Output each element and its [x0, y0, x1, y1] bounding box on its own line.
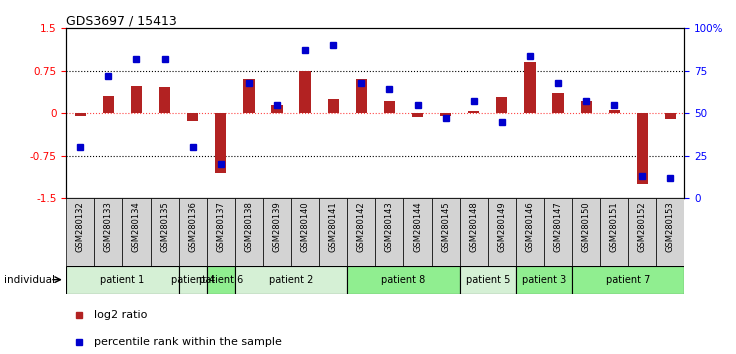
Text: GSM280144: GSM280144: [413, 202, 422, 252]
Text: GSM280141: GSM280141: [329, 202, 338, 252]
Text: patient 2: patient 2: [269, 275, 314, 285]
Bar: [460, 198, 488, 266]
Bar: [272, 105, 283, 113]
Bar: [187, 113, 198, 121]
Bar: [263, 198, 291, 266]
Text: patient 6: patient 6: [199, 275, 243, 285]
Text: GSM280132: GSM280132: [76, 202, 85, 252]
Text: patient 4: patient 4: [171, 275, 215, 285]
Text: GSM280152: GSM280152: [638, 202, 647, 252]
Text: patient 8: patient 8: [381, 275, 425, 285]
Bar: [637, 113, 648, 184]
Text: patient 1: patient 1: [100, 275, 144, 285]
Bar: [516, 198, 544, 266]
Bar: [179, 198, 207, 266]
Bar: [553, 93, 564, 113]
Bar: [524, 62, 536, 113]
Bar: [94, 198, 122, 266]
Text: GSM280143: GSM280143: [385, 202, 394, 252]
Bar: [244, 79, 255, 113]
Bar: [488, 198, 516, 266]
Bar: [131, 86, 142, 113]
Text: patient 5: patient 5: [466, 275, 510, 285]
Bar: [179, 266, 207, 294]
Text: patient 3: patient 3: [522, 275, 566, 285]
Bar: [328, 99, 339, 113]
Bar: [215, 113, 227, 173]
Bar: [657, 198, 684, 266]
Text: percentile rank within the sample: percentile rank within the sample: [94, 337, 282, 347]
Text: GSM280137: GSM280137: [216, 202, 225, 252]
Bar: [572, 198, 600, 266]
Bar: [440, 113, 451, 115]
Bar: [291, 198, 319, 266]
Bar: [235, 266, 347, 294]
Bar: [375, 198, 403, 266]
Bar: [383, 101, 395, 113]
Text: patient 7: patient 7: [606, 275, 651, 285]
Bar: [103, 96, 114, 113]
Text: GSM280153: GSM280153: [666, 202, 675, 252]
Bar: [235, 198, 263, 266]
Text: GSM280145: GSM280145: [441, 202, 450, 252]
Text: GSM280149: GSM280149: [498, 202, 506, 252]
Text: GSM280140: GSM280140: [300, 202, 310, 252]
Text: GSM280148: GSM280148: [470, 202, 478, 252]
Text: individual: individual: [4, 275, 54, 285]
Bar: [355, 79, 367, 113]
Text: GSM280147: GSM280147: [553, 202, 562, 252]
Text: GSM280142: GSM280142: [357, 202, 366, 252]
Bar: [629, 198, 657, 266]
Bar: [412, 113, 423, 117]
Bar: [66, 198, 94, 266]
Text: GDS3697 / 15413: GDS3697 / 15413: [66, 14, 177, 27]
Bar: [460, 266, 516, 294]
Bar: [207, 198, 235, 266]
Text: GSM280138: GSM280138: [244, 202, 253, 252]
Bar: [319, 198, 347, 266]
Bar: [581, 101, 592, 113]
Text: GSM280146: GSM280146: [526, 202, 534, 252]
Text: GSM280139: GSM280139: [272, 202, 281, 252]
Text: GSM280133: GSM280133: [104, 202, 113, 252]
Bar: [431, 198, 460, 266]
Bar: [665, 113, 676, 119]
Text: GSM280135: GSM280135: [160, 202, 169, 252]
Text: log2 ratio: log2 ratio: [94, 310, 147, 320]
Bar: [74, 113, 86, 116]
Bar: [496, 97, 507, 113]
Bar: [300, 71, 311, 113]
Bar: [403, 198, 431, 266]
Text: GSM280151: GSM280151: [609, 202, 619, 252]
Bar: [609, 110, 620, 113]
Bar: [159, 87, 170, 113]
Bar: [572, 266, 684, 294]
Bar: [347, 266, 460, 294]
Text: GSM280134: GSM280134: [132, 202, 141, 252]
Bar: [516, 266, 572, 294]
Bar: [347, 198, 375, 266]
Text: GSM280150: GSM280150: [581, 202, 590, 252]
Bar: [544, 198, 572, 266]
Bar: [600, 198, 629, 266]
Bar: [66, 266, 179, 294]
Bar: [122, 198, 151, 266]
Bar: [151, 198, 179, 266]
Text: GSM280136: GSM280136: [188, 202, 197, 252]
Bar: [207, 266, 235, 294]
Bar: [468, 111, 479, 113]
